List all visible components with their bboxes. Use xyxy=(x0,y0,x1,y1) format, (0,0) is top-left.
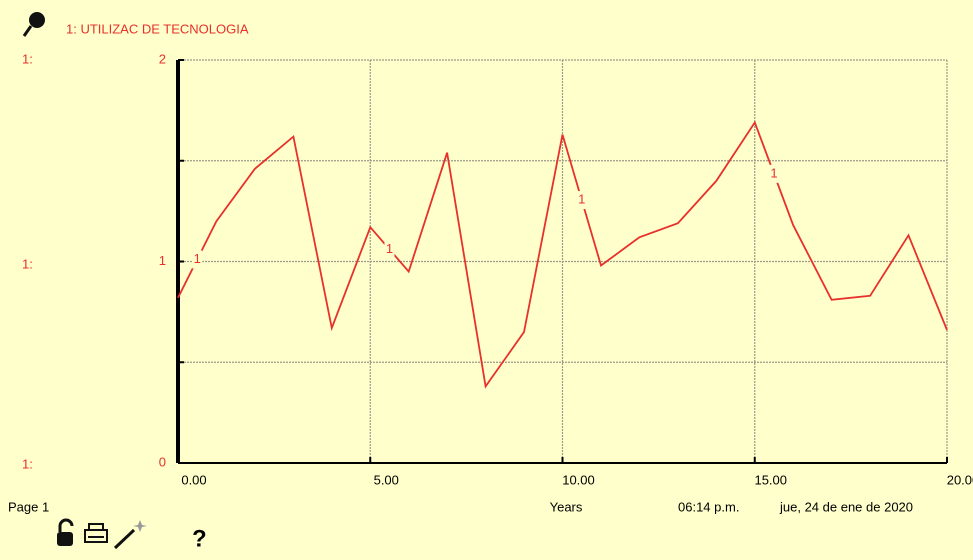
wand-icon[interactable] xyxy=(113,520,147,550)
x-axis-label: Years xyxy=(550,499,583,514)
pin-icon[interactable] xyxy=(22,12,45,37)
series-label: 1 xyxy=(578,191,585,206)
x-tick-label: 20.00 xyxy=(947,472,973,487)
lock-icon[interactable] xyxy=(57,518,74,546)
x-tick-label: 5.00 xyxy=(374,472,399,487)
time-label: 06:14 p.m. xyxy=(678,499,739,514)
x-tick-label: 0.00 xyxy=(181,472,206,487)
series-label-bg xyxy=(384,240,395,259)
series-label: 1 xyxy=(386,241,393,256)
series-label: 1 xyxy=(194,251,201,266)
x-tick-label: 10.00 xyxy=(562,472,595,487)
y-tick-label: 1 xyxy=(159,253,166,268)
axis-prefix: 1: xyxy=(22,51,33,66)
print-icon[interactable] xyxy=(84,523,108,543)
series-label-bg xyxy=(576,191,587,210)
date-label: jue, 24 de ene de 2020 xyxy=(779,499,913,514)
series-label-bg xyxy=(192,250,203,269)
help-button[interactable]: ? xyxy=(192,525,207,552)
data-line xyxy=(177,120,948,389)
y-tick-label: 2 xyxy=(159,51,166,66)
chart-title: 1: UTILIZAC DE TECNOLOGIA xyxy=(66,21,249,36)
series-label: 1 xyxy=(770,165,777,180)
axis-prefix: 1: xyxy=(22,256,33,271)
x-tick-label: 15.00 xyxy=(754,472,787,487)
y-tick-label: 0 xyxy=(159,454,166,469)
page-label: Page 1 xyxy=(8,499,49,514)
series-label-bg xyxy=(768,164,779,183)
axis-prefix: 1: xyxy=(22,456,33,471)
